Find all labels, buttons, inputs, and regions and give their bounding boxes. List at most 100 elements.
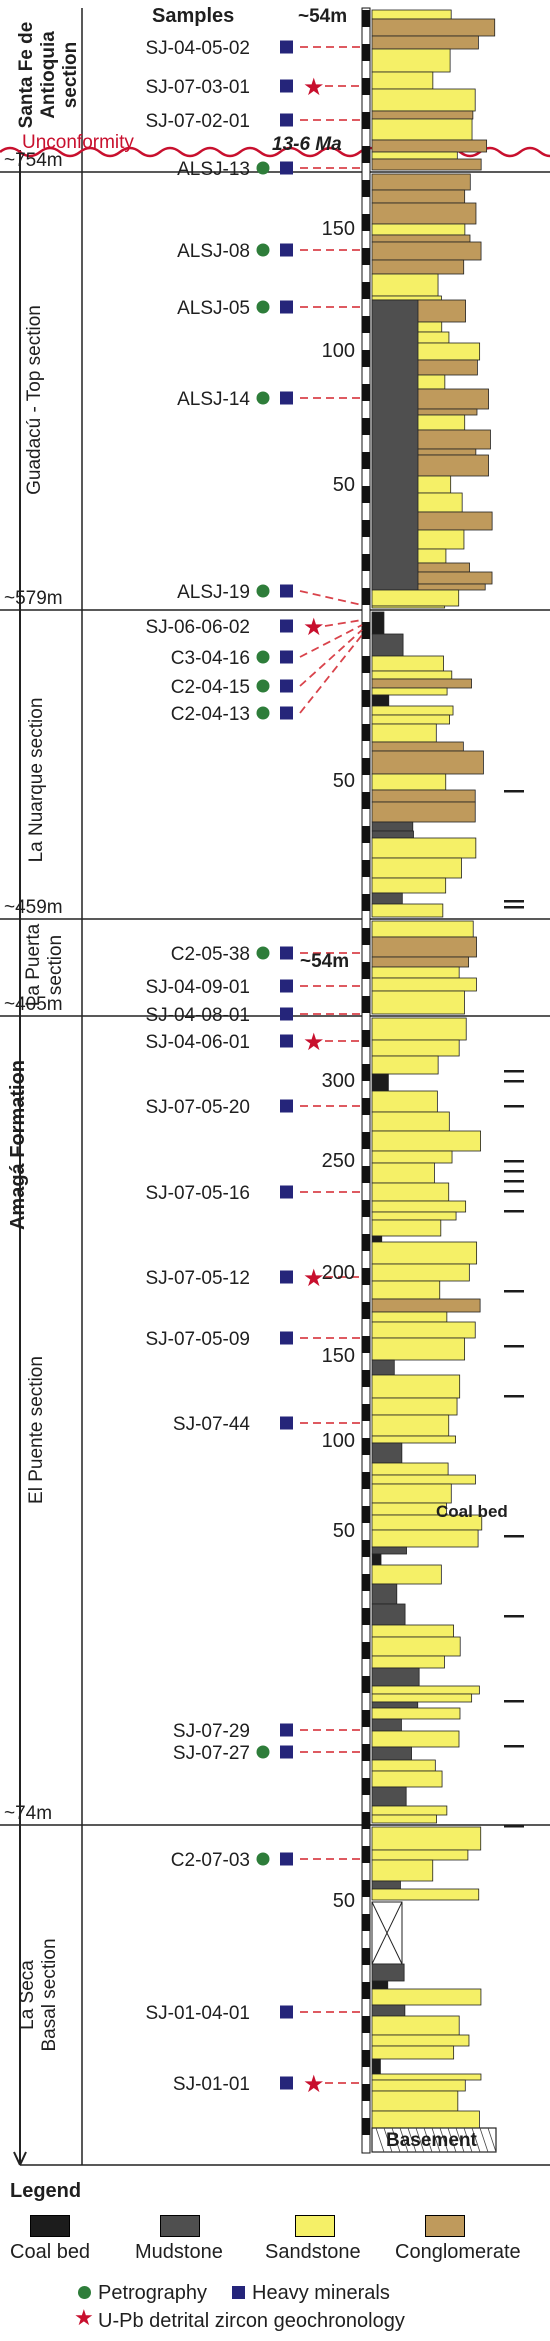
- scale-bar-segment: [362, 1982, 370, 1999]
- scale-number: 50: [333, 1520, 355, 1542]
- lithology-bed: [371, 1667, 420, 1687]
- sample-label: SJ-07-05-16: [145, 1183, 250, 1204]
- boundary-depth-label: ~459m: [4, 897, 63, 918]
- heavy-minerals-icon: [280, 391, 293, 405]
- coal-seam-mark: [504, 1160, 524, 1163]
- legend-zircon-label: U-Pb detrital zircon geochronology: [98, 2310, 405, 2332]
- lithology-bed: [371, 71, 434, 90]
- basement-hatch: [479, 2127, 489, 2153]
- lithology-bed: [371, 1241, 478, 1265]
- scale-bar-segment: [362, 1268, 370, 1285]
- section-label-line: section: [45, 935, 66, 995]
- lithology-bed: [371, 1150, 453, 1164]
- lithology-bed: [371, 1039, 460, 1057]
- heavy-minerals-icon: [280, 1007, 293, 1021]
- scale-bar-segment: [362, 1880, 370, 1897]
- lithology-bed: [371, 139, 488, 153]
- scale-bar-segment: [362, 792, 370, 809]
- section-label: Santa Fe deAntioquiasection: [16, 22, 81, 129]
- sample-label: C2-05-38: [171, 944, 250, 965]
- section-label-line: La Nuarque section: [26, 698, 47, 863]
- scale-bar-segment: [362, 928, 370, 945]
- scale-bar-segment: [362, 520, 370, 537]
- lithology-bed: [371, 1462, 449, 1476]
- lithology-bed: [371, 1880, 401, 1890]
- lithology-bed: [371, 1263, 470, 1282]
- scale-bar-segment: [362, 1132, 370, 1149]
- lithology-bed: [371, 1701, 419, 1709]
- scale-bar-segment: [362, 78, 370, 95]
- lithology-bed: [371, 670, 453, 680]
- coal-seam-mark: [504, 1395, 524, 1398]
- lithology-bed: [371, 241, 482, 261]
- legend-sandstone-label: Sandstone: [265, 2241, 361, 2263]
- petrography-icon: [78, 2286, 91, 2299]
- lithology-bed: [371, 1814, 437, 1824]
- sample-label: SJ-07-44: [173, 1414, 251, 1435]
- scale-bar-segment: [362, 10, 370, 27]
- lithology-bed: [371, 202, 477, 225]
- lithology-bed: [371, 1055, 439, 1075]
- lithology-bed: [371, 1859, 434, 1882]
- coal-seam-mark: [504, 1210, 524, 1213]
- heavy-minerals-icon: [280, 650, 293, 664]
- lithology-bed: [371, 48, 451, 73]
- covered-interval-cross: [371, 1901, 403, 1965]
- lithology-bed: [371, 1397, 458, 1416]
- heavy-minerals-icon: [280, 946, 293, 960]
- scale-bar-segment: [362, 2118, 370, 2135]
- lithology-bed: [371, 801, 476, 823]
- coal-seam-mark: [504, 1080, 524, 1083]
- lithology-bed: [371, 1337, 466, 1361]
- scale-number: 50: [333, 770, 355, 792]
- section-label-line: La Puerta: [23, 923, 44, 1006]
- lithology-bed: [371, 903, 444, 918]
- scale-number: 50: [333, 1890, 355, 1912]
- scale-number: 150: [322, 218, 355, 240]
- scale-bar-segment: [362, 282, 370, 299]
- scale-bar-segment: [362, 1710, 370, 1727]
- lithology-bed: [371, 1111, 450, 1132]
- coal-bed-annotation: Coal bed: [436, 1502, 508, 1521]
- lithology-bed: [371, 966, 460, 979]
- heavy-minerals-icon: [280, 1745, 293, 1759]
- lithology-bed: [371, 273, 439, 297]
- section-label: El Puente section: [26, 1356, 47, 1504]
- heavy-minerals-icon: [280, 1416, 293, 1430]
- scale-bar-segment: [362, 826, 370, 843]
- lithology-bed: [371, 750, 484, 775]
- lithology-bed: [371, 2015, 460, 2036]
- scale-bar-segment: [362, 1676, 370, 1693]
- coal-seam-mark: [504, 900, 524, 903]
- lithology-bed: [371, 1474, 476, 1485]
- lithology-bed: [371, 1311, 448, 1323]
- coal-seam-mark: [504, 1070, 524, 1073]
- heavy-minerals-icon: [280, 113, 293, 127]
- lithology-bed: [371, 1298, 481, 1313]
- scale-bar-segment: [362, 690, 370, 707]
- scale-bar-segment: [362, 1472, 370, 1489]
- sample-label: ALSJ-08: [177, 241, 250, 262]
- legend-title: Legend: [10, 2180, 82, 2202]
- section-label: La SecaBasal section: [17, 1938, 60, 2051]
- basement-hatch: [447, 2127, 457, 2153]
- coal-seam-mark: [504, 1615, 524, 1618]
- basement-label: Basement: [386, 2130, 477, 2151]
- lithology-bed: [371, 1435, 456, 1444]
- lithology-bed: [371, 1636, 461, 1657]
- scale-bar-segment: [362, 1812, 370, 1829]
- section-label-line: section: [60, 42, 81, 109]
- lithology-bed: [371, 1805, 448, 1816]
- sample-label: SJ-01-01: [173, 2074, 250, 2095]
- lithology-bed: [371, 1182, 450, 1202]
- basement-hatch: [463, 2127, 473, 2153]
- lithology-bed: [371, 1988, 482, 2006]
- section-label-line: Guadacú - Top section: [24, 305, 45, 495]
- scale-bar-segment: [362, 2016, 370, 2033]
- lithology-bed: [371, 990, 465, 1015]
- basement-hatch: [431, 2127, 441, 2153]
- basement-hatch: [415, 2127, 425, 2153]
- lithology-bed: [371, 1359, 395, 1376]
- lithology-bed: [371, 1090, 438, 1113]
